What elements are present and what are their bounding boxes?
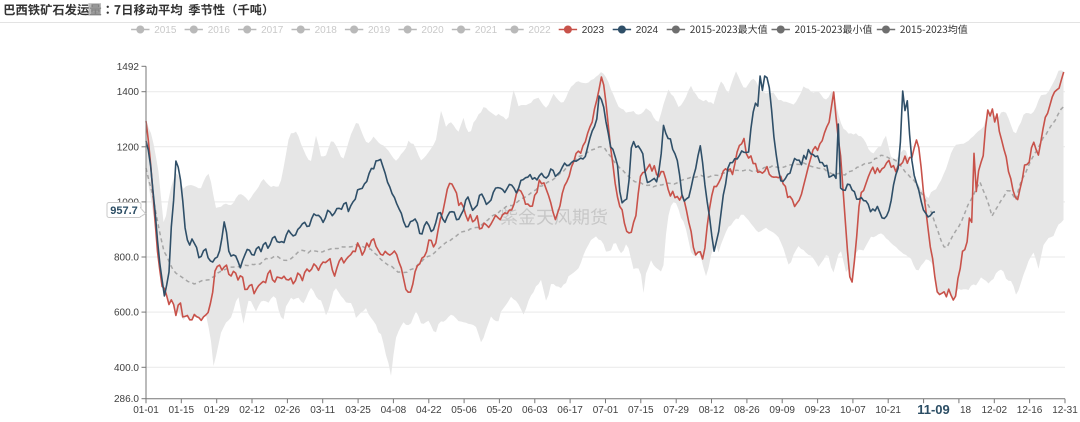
svg-text:05-20: 05-20 — [487, 405, 513, 416]
svg-text:2018: 2018 — [315, 25, 338, 36]
svg-text:2017: 2017 — [261, 25, 284, 36]
svg-text:02-12: 02-12 — [239, 405, 265, 416]
svg-text:2023: 2023 — [582, 25, 605, 36]
svg-text:01-15: 01-15 — [169, 405, 195, 416]
svg-text:2021: 2021 — [475, 25, 498, 36]
svg-text:2016: 2016 — [208, 25, 231, 36]
svg-text:600.0: 600.0 — [114, 308, 139, 319]
svg-text:12-31: 12-31 — [1052, 405, 1078, 416]
svg-text:286.0: 286.0 — [114, 394, 139, 405]
svg-text:03-11: 03-11 — [310, 405, 335, 416]
svg-text:1400: 1400 — [117, 87, 140, 98]
svg-text:09-23: 09-23 — [805, 405, 831, 416]
svg-text:11-09: 11-09 — [917, 402, 950, 417]
svg-text:07-01: 07-01 — [593, 405, 619, 416]
svg-text:04-08: 04-08 — [381, 405, 407, 416]
svg-text:12-02: 12-02 — [982, 405, 1008, 416]
svg-text:01-01: 01-01 — [133, 405, 159, 416]
svg-text:03-25: 03-25 — [345, 405, 371, 416]
svg-text:08-12: 08-12 — [699, 405, 725, 416]
svg-text:2015: 2015 — [154, 25, 177, 36]
svg-text:02-26: 02-26 — [275, 405, 301, 416]
svg-text:2024: 2024 — [636, 25, 659, 36]
svg-text:1200: 1200 — [117, 142, 140, 153]
svg-text:800.0: 800.0 — [114, 253, 139, 264]
svg-text:08-26: 08-26 — [734, 405, 760, 416]
svg-text:10-07: 10-07 — [840, 405, 866, 416]
svg-text:2019: 2019 — [368, 25, 391, 36]
svg-text:07-29: 07-29 — [663, 405, 689, 416]
svg-text:10-21: 10-21 — [875, 405, 901, 416]
svg-text:2022: 2022 — [528, 25, 551, 36]
svg-text:2020: 2020 — [421, 25, 444, 36]
svg-text:957.7: 957.7 — [110, 205, 138, 217]
svg-text:18: 18 — [960, 405, 972, 416]
svg-text:07-15: 07-15 — [628, 405, 654, 416]
svg-text:1492: 1492 — [117, 62, 140, 73]
svg-text:06-17: 06-17 — [557, 405, 583, 416]
svg-text:06-03: 06-03 — [522, 405, 548, 416]
svg-text:12-16: 12-16 — [1017, 405, 1043, 416]
svg-text:05-06: 05-06 — [451, 405, 477, 416]
svg-text:04-22: 04-22 — [416, 405, 442, 416]
svg-text:01-29: 01-29 — [204, 405, 230, 416]
svg-text:400.0: 400.0 — [114, 363, 139, 374]
svg-text:09-09: 09-09 — [769, 405, 795, 416]
